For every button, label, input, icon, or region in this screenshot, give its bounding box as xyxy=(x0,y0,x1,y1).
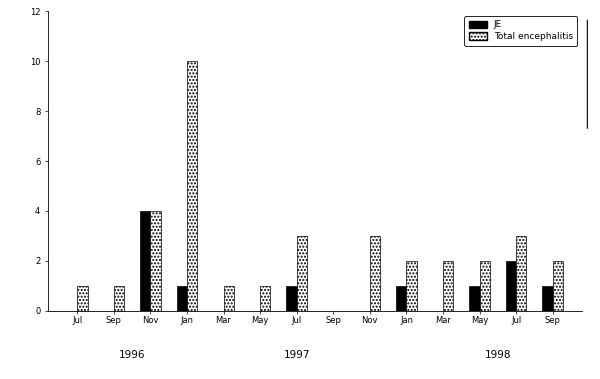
Bar xyxy=(396,286,406,311)
Bar xyxy=(224,286,234,311)
Text: 1997: 1997 xyxy=(283,350,310,360)
Legend: JE, Total encephalitis: JE, Total encephalitis xyxy=(464,16,577,45)
Text: 1998: 1998 xyxy=(485,350,511,360)
Bar xyxy=(286,286,297,311)
Bar xyxy=(114,286,124,311)
Bar xyxy=(140,211,151,311)
Bar xyxy=(443,261,453,311)
Bar xyxy=(506,261,516,311)
Bar xyxy=(469,286,479,311)
Text: 1996: 1996 xyxy=(119,350,145,360)
Bar xyxy=(406,261,416,311)
Bar xyxy=(260,286,271,311)
Bar xyxy=(297,236,307,311)
Bar xyxy=(370,236,380,311)
Bar xyxy=(151,211,161,311)
Bar xyxy=(542,286,553,311)
Bar xyxy=(516,236,526,311)
Bar xyxy=(479,261,490,311)
Bar xyxy=(553,261,563,311)
Bar xyxy=(177,286,187,311)
Bar xyxy=(77,286,88,311)
Bar xyxy=(187,61,197,311)
